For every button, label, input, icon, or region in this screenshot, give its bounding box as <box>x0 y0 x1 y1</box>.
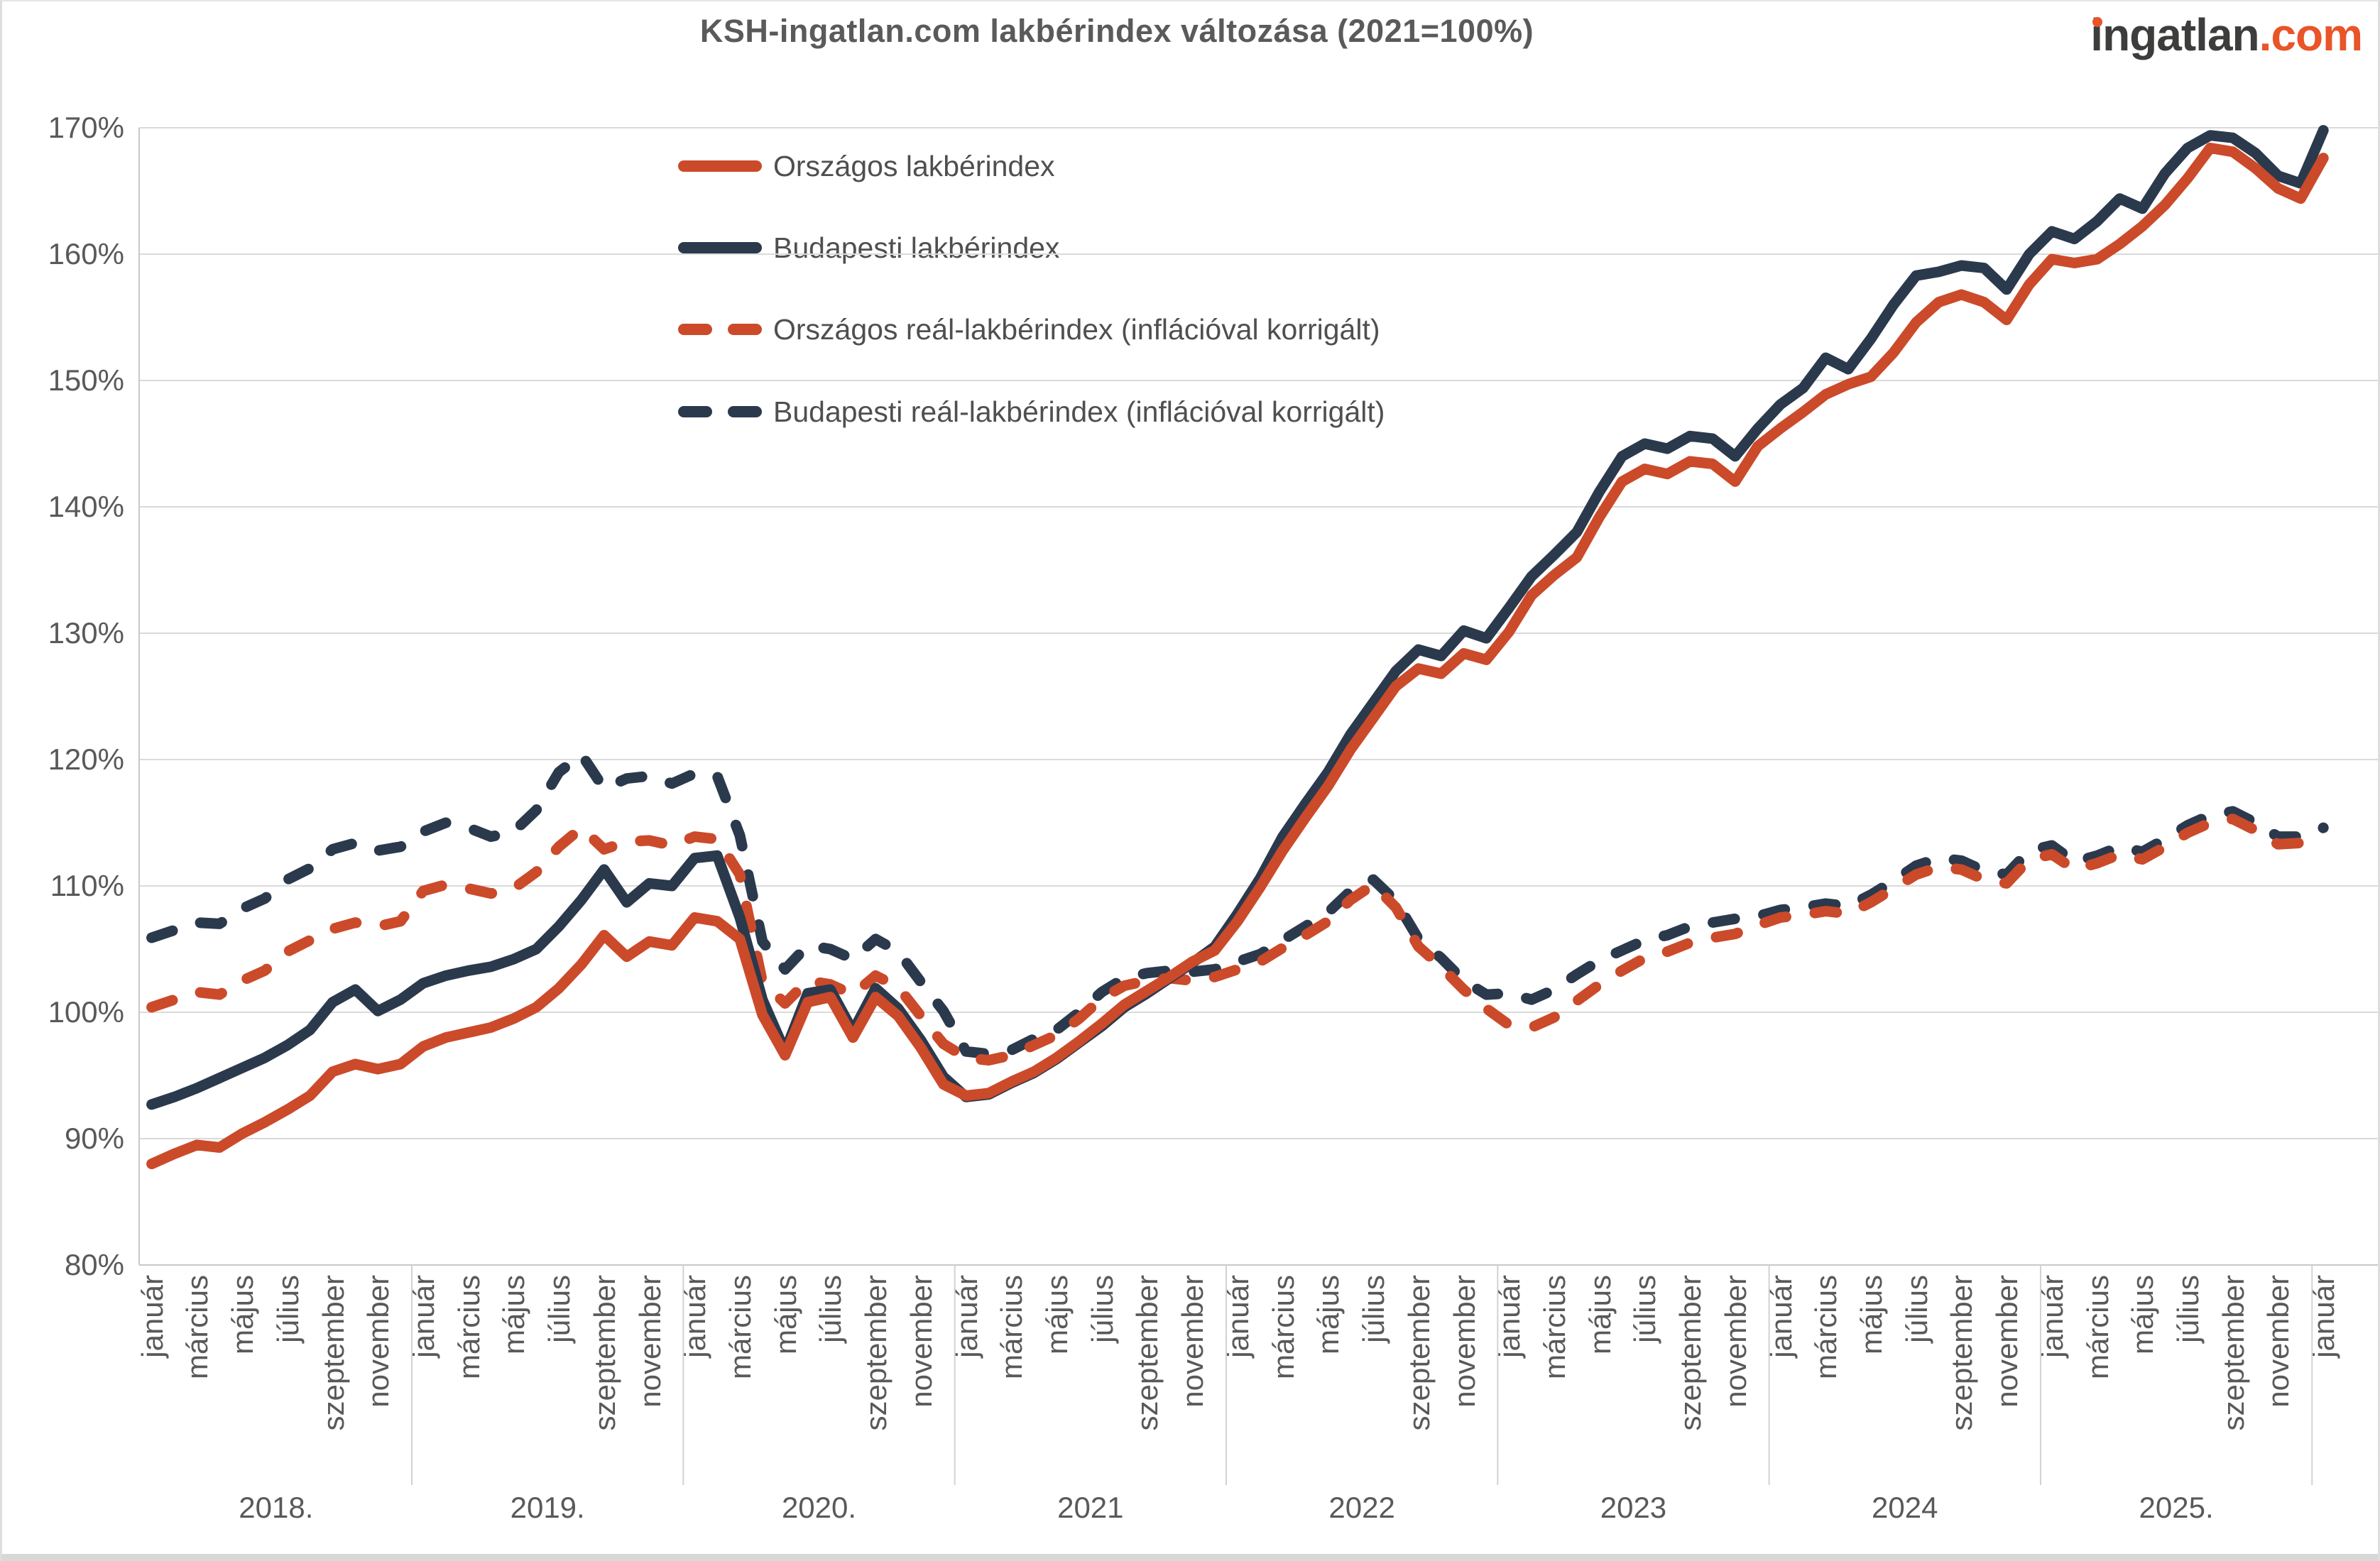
x-axis-year-label: 2020. <box>781 1491 857 1524</box>
y-axis-label: 130% <box>48 616 124 650</box>
y-axis-label: 90% <box>64 1122 124 1155</box>
y-axis-label: 120% <box>48 743 124 776</box>
bottom-border <box>2 1554 2378 1561</box>
legend-item-orsz-gos-re-l-lakb-rindex-infl-ci-val-korrig-lt-[interactable]: Országos reál-lakbérindex (inflációval k… <box>678 312 1380 346</box>
swatch-segment <box>678 406 712 417</box>
swatch-segment <box>678 324 712 335</box>
legend-label: Országos lakbérindex <box>773 149 1055 182</box>
legend-item-budapesti-re-l-lakb-rindex-infl-ci-val-korrig-lt-[interactable]: Budapesti reál-lakbérindex (inflációval … <box>678 395 1385 429</box>
y-axis-label: 110% <box>50 869 124 902</box>
y-axis-label: 80% <box>64 1248 124 1281</box>
dashed-line-swatch-icon <box>678 406 762 417</box>
legend-label: Országos reál-lakbérindex (inflációval k… <box>773 312 1380 346</box>
x-axis-year-label: 2022 <box>1328 1491 1395 1524</box>
series-line-orsz-gos-lakb-rindex[interactable] <box>146 143 2329 1170</box>
x-axis-year-label: 2019. <box>510 1491 585 1524</box>
legend-item-orsz-gos-lakb-rindex[interactable]: Országos lakbérindex <box>678 149 1055 183</box>
legend-item-budapesti-lakb-rindex[interactable]: Budapesti lakbérindex <box>678 231 1059 265</box>
series-line-orsz-gos-re-l-lakb-rindex-infl-ci-val-korrig-lt-[interactable] <box>146 814 2329 1066</box>
solid-line-swatch-icon <box>678 242 762 253</box>
swatch-segment <box>678 160 762 172</box>
legend-label: Budapesti lakbérindex <box>773 231 1060 264</box>
brand-logo: ingatlan.com <box>2090 9 2363 61</box>
y-axis-label: 150% <box>48 363 124 397</box>
y-axis-label: 160% <box>48 237 124 270</box>
y-axis-label: 170% <box>48 111 124 144</box>
swatch-segment <box>728 406 762 417</box>
solid-line-swatch-icon <box>678 160 762 172</box>
brand-logo-tld: .com <box>2259 9 2363 60</box>
dashed-line-swatch-icon <box>678 324 762 335</box>
x-axis-year-label: 2023 <box>1600 1491 1667 1524</box>
swatch-segment <box>728 324 762 335</box>
x-axis-year-label: 2018. <box>239 1491 314 1524</box>
swatch-segment <box>678 242 762 253</box>
brand-logo-i-dot-icon <box>2092 17 2103 27</box>
x-axis-year-label: 2021 <box>1057 1491 1124 1524</box>
series-line-budapesti-lakb-rindex[interactable] <box>146 125 2329 1110</box>
x-axis-year-label: 2025. <box>2139 1491 2214 1524</box>
brand-logo-main: ingatlan <box>2090 9 2259 60</box>
x-axis-year-label: 2024 <box>1872 1491 1938 1524</box>
chart-title: KSH-ingatlan.com lakbérindex változása (… <box>699 13 1534 49</box>
legend-label: Budapesti reál-lakbérindex (inflációval … <box>773 395 1385 428</box>
y-axis-label: 140% <box>48 490 124 523</box>
y-axis-label: 100% <box>48 995 124 1029</box>
series-line-budapesti-re-l-lakb-rindex-infl-ci-val-korrig-lt-[interactable] <box>146 749 2329 1060</box>
